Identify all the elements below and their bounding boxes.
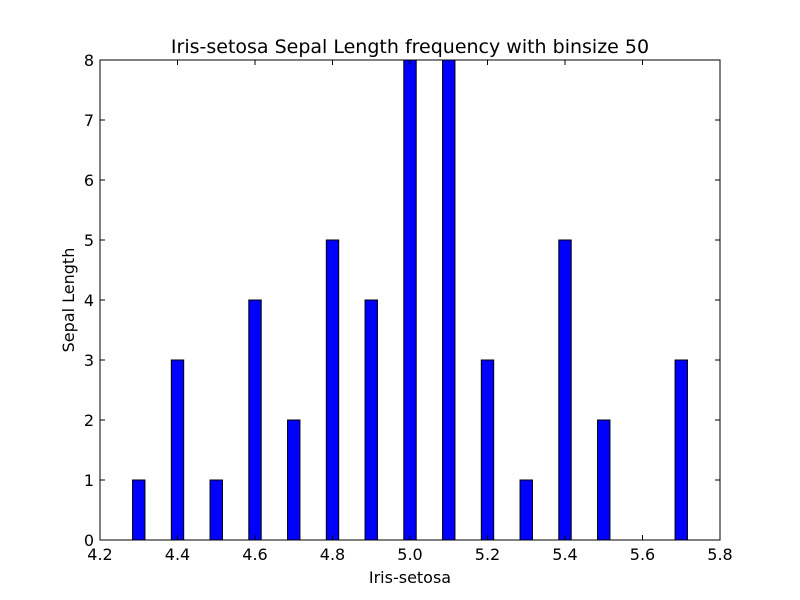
bars-group: [132, 59, 688, 541]
bar-4.6: [248, 299, 262, 541]
y-tick-label: 7: [84, 111, 94, 130]
y-tick-label: 3: [84, 351, 94, 370]
y-tick-label: 1: [84, 471, 94, 490]
y-tick-label: 0: [84, 531, 94, 550]
bar-5.3: [519, 479, 533, 541]
bar-5.2: [480, 359, 495, 541]
bar-4.4: [170, 359, 185, 541]
x-tick-label: 5.4: [552, 545, 577, 564]
x-tick-label: 4.2: [87, 545, 112, 564]
bar-5.1: [442, 59, 456, 541]
bar-4.3: [132, 479, 146, 541]
y-tick-label: 8: [84, 51, 94, 70]
x-tick-label: 4.4: [165, 545, 190, 564]
bar-4.7: [287, 419, 301, 541]
bar-5.5: [597, 419, 611, 541]
chart-title: Iris-setosa Sepal Length frequency with …: [171, 36, 649, 58]
y-tick-label: 2: [84, 411, 94, 430]
ticks-group: 4.2 4.4 4.6 4.8 5.0 5.2 5.4 5.6 5.8 0 1 2 3 4 5 6 7 8: [84, 51, 733, 564]
x-axis-label: Iris-setosa: [369, 568, 451, 587]
x-tick-label: 5.2: [475, 545, 500, 564]
x-tick-label: 4.8: [320, 545, 345, 564]
x-tick-label: 5.0: [397, 545, 422, 564]
bar-4.9: [364, 299, 378, 541]
bar-5.0: [403, 59, 417, 541]
bar-5.4: [558, 239, 572, 541]
y-tick-label: 4: [84, 291, 94, 310]
y-tick-label: 6: [84, 171, 94, 190]
bar-4.8: [325, 239, 340, 541]
x-tick-label: 5.8: [707, 545, 732, 564]
y-tick-label: 5: [84, 231, 94, 250]
bar-5.7: [674, 359, 688, 541]
y-axis-label: Sepal Length: [59, 248, 78, 353]
x-tick-label: 4.6: [242, 545, 267, 564]
bar-4.5: [209, 479, 223, 541]
x-tick-label: 5.6: [630, 545, 655, 564]
